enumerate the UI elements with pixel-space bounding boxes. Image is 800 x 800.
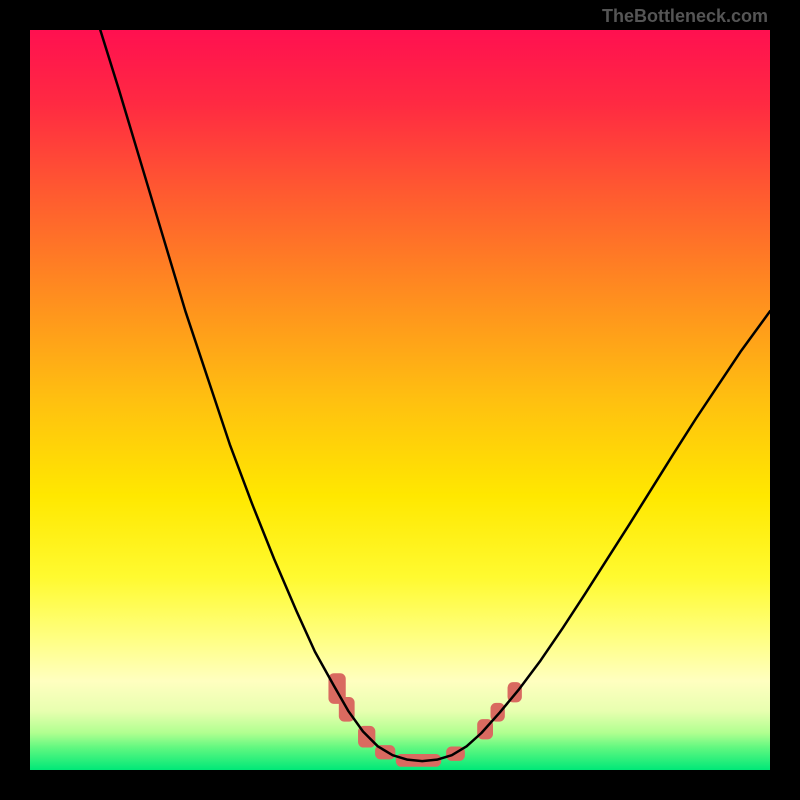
bottleneck-curve xyxy=(100,30,770,761)
plot-area xyxy=(30,30,770,770)
curve-layer xyxy=(30,30,770,770)
watermark-text: TheBottleneck.com xyxy=(602,6,768,27)
